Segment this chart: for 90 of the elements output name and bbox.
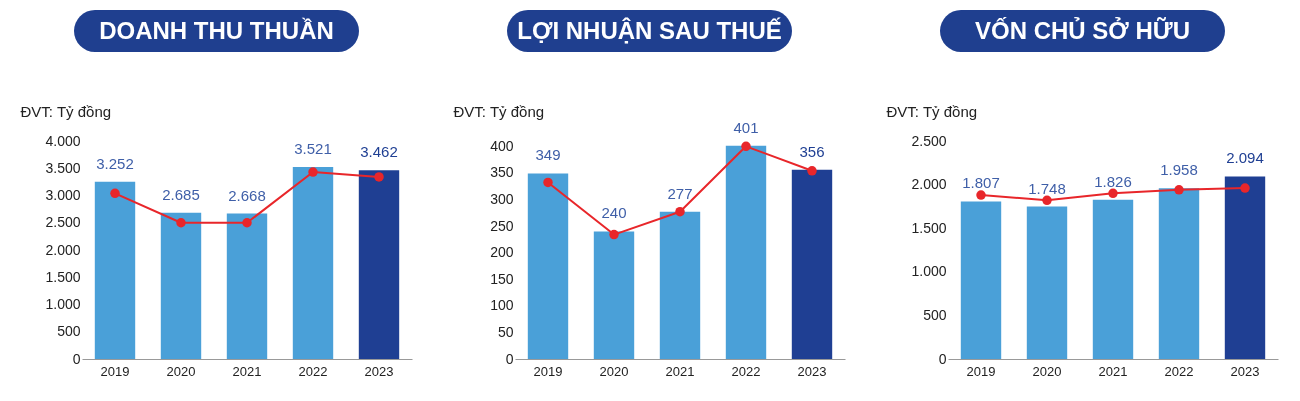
point: [675, 206, 685, 217]
bar: [226, 213, 268, 359]
data-label: 3.462: [360, 143, 398, 161]
point: [374, 172, 384, 182]
chart-title: LỢI NHUẬN SAU THUẾ: [507, 10, 792, 52]
y-tick-label: 100: [490, 297, 514, 314]
bar: [527, 173, 569, 359]
point: [741, 141, 751, 152]
y-tick-label: 0: [505, 350, 514, 367]
bar: [160, 212, 202, 359]
bar: [358, 170, 400, 359]
point: [1042, 195, 1052, 206]
data-label: 3.252: [96, 154, 134, 172]
x-tick-label: 2020: [599, 363, 629, 379]
bar: [1158, 188, 1200, 359]
y-tick-label: 1.500: [45, 268, 81, 285]
x-tick-label: 2022: [731, 363, 761, 379]
x-tick-label: 2023: [364, 363, 394, 379]
x-tick-label: 2019: [966, 363, 996, 379]
x-tick-label: 2019: [533, 363, 563, 379]
point: [609, 229, 619, 240]
point: [110, 188, 120, 199]
bar: [1224, 176, 1266, 359]
y-tick-label: 2.000: [911, 176, 947, 193]
bar: [960, 201, 1002, 359]
x-tick-label: 2023: [1230, 363, 1260, 379]
data-label: 277: [667, 184, 693, 202]
y-tick-label: 200: [490, 244, 514, 261]
y-tick-label: 2.000: [45, 241, 81, 258]
data-label: 1.748: [1028, 179, 1066, 197]
data-label: 2.685: [162, 185, 200, 203]
x-tick-label: 2021: [665, 363, 695, 379]
bar: [1092, 199, 1134, 359]
data-label: 1.807: [962, 174, 1000, 192]
y-axis-title: ĐVT: Tỷ đồng: [20, 102, 112, 120]
y-tick-label: 500: [57, 323, 81, 340]
data-label: 349: [535, 146, 561, 164]
x-tick-label: 2023: [797, 363, 827, 379]
point: [308, 167, 318, 177]
point: [1108, 188, 1118, 199]
bar: [593, 231, 635, 359]
x-tick-label: 2020: [166, 363, 196, 379]
data-label: 2.668: [228, 186, 266, 204]
bar: [94, 181, 136, 359]
data-label: 240: [601, 204, 627, 222]
y-tick-label: 350: [490, 164, 514, 181]
y-tick-label: 3.500: [45, 159, 81, 176]
data-label: 356: [799, 142, 825, 160]
point: [543, 177, 553, 188]
y-tick-label: 2.500: [911, 132, 947, 149]
y-tick-label: 3.000: [45, 187, 81, 203]
y-tick-label: 0: [938, 350, 947, 367]
point: [976, 190, 986, 200]
point: [176, 218, 186, 228]
y-tick-label: 300: [490, 190, 514, 207]
y-tick-label: 1.000: [911, 263, 947, 280]
y-tick-label: 500: [923, 306, 947, 323]
y-tick-label: 150: [490, 270, 514, 287]
x-tick-label: 2020: [1032, 363, 1062, 379]
x-tick-label: 2022: [1164, 363, 1194, 379]
point: [1174, 185, 1184, 195]
point: [242, 218, 252, 228]
y-tick-label: 4.000: [45, 132, 81, 149]
x-tick-label: 2021: [1098, 363, 1128, 379]
x-tick-label: 2019: [100, 363, 130, 379]
data-label: 1.826: [1094, 172, 1132, 190]
x-tick-label: 2022: [298, 363, 328, 379]
y-axis-title: ĐVT: Tỷ đồng: [886, 102, 978, 120]
data-label: 1.958: [1160, 161, 1198, 179]
point: [807, 166, 817, 176]
bar: [659, 211, 701, 359]
chart-title: DOANH THU THUẦN: [74, 10, 359, 52]
y-tick-label: 250: [490, 217, 514, 234]
y-tick-label: 2.500: [45, 214, 81, 231]
y-tick-label: 400: [490, 137, 514, 154]
y-tick-label: 50: [497, 323, 514, 340]
y-tick-label: 1.000: [45, 296, 81, 312]
bar: [791, 169, 833, 359]
point: [1240, 183, 1250, 193]
bar: [292, 167, 334, 359]
data-label: 3.521: [294, 140, 332, 158]
data-label: 2.094: [1226, 149, 1264, 167]
y-axis-title: ĐVT: Tỷ đồng: [453, 102, 545, 120]
data-label: 401: [733, 118, 759, 136]
y-tick-label: 0: [72, 350, 81, 367]
chart-title: VỐN CHỦ SỞ HỮU: [940, 10, 1225, 52]
x-tick-label: 2021: [232, 363, 262, 379]
bar: [725, 145, 767, 359]
y-tick-label: 1.500: [911, 219, 947, 236]
bar: [1026, 206, 1068, 359]
